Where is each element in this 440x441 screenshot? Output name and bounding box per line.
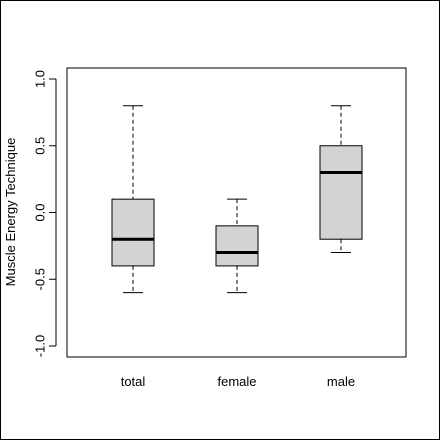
y-tick-label: -0.5 [32,268,47,290]
y-tick-label: 0.5 [32,137,47,155]
box-female [215,198,259,294]
plot-area-border [66,67,407,358]
boxes-group [111,105,363,294]
y-axis-ticks: -1.0 -0.5 0.0 0.5 1.0 [32,70,56,357]
y-axis-label: Muscle Energy Technique [3,138,18,287]
y-tick-label: 1.0 [32,70,47,88]
iqr-box [111,198,155,267]
box-male [319,105,363,254]
y-tick-label: 0.0 [32,203,47,221]
x-tick-label: male [327,374,355,389]
box-total [111,105,155,294]
x-tick-label: female [217,374,256,389]
x-axis-labels: total female male [121,374,355,389]
iqr-box [215,225,259,267]
iqr-box [319,145,363,240]
y-tick-label: -1.0 [32,335,47,357]
x-tick-label: total [121,374,146,389]
